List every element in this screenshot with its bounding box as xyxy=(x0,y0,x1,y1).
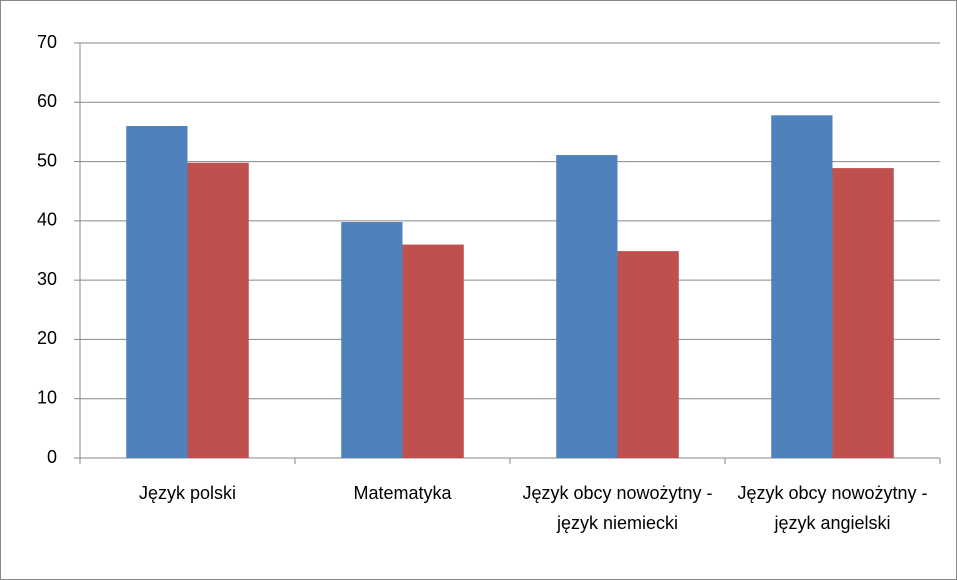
y-tick-label: 50 xyxy=(37,150,57,170)
y-tick-label: 0 xyxy=(47,447,57,467)
x-tick-label: Język obcy nowożytny - język niemiecki xyxy=(522,483,713,533)
bar xyxy=(187,162,249,458)
bar xyxy=(832,168,894,459)
y-tick-label: 70 xyxy=(37,32,57,52)
x-tick-label: Język polski xyxy=(138,483,237,503)
y-tick-label: 30 xyxy=(37,269,57,289)
y-tick-label: 20 xyxy=(37,328,57,348)
bar xyxy=(556,155,618,459)
bar xyxy=(126,126,188,458)
y-tick-label: 10 xyxy=(37,387,57,407)
bar xyxy=(402,244,464,458)
y-tick-label: 40 xyxy=(37,210,57,230)
y-tick-label: 60 xyxy=(37,91,57,111)
bar xyxy=(617,251,679,458)
bar xyxy=(341,222,403,458)
x-tick-label: Język obcy nowożytny - język angielski xyxy=(737,483,928,533)
bar xyxy=(771,115,833,458)
x-tick-label: Matematyka xyxy=(353,483,452,503)
